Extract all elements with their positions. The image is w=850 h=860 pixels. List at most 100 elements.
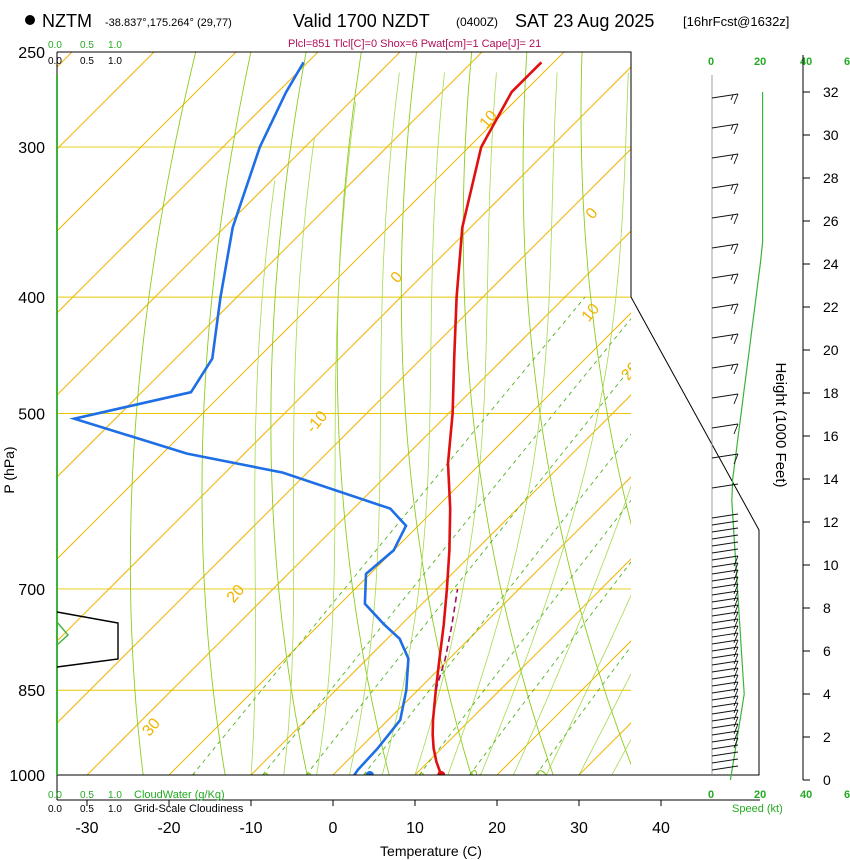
wind-barb-flag	[733, 590, 739, 602]
moist-adiabat-line	[611, 738, 631, 775]
wind-barb-staff	[711, 709, 739, 715]
speed-ticks-top: 0 20 40 60	[708, 56, 850, 68]
height-tick-label: 6	[823, 643, 831, 659]
wind-barb-staff	[711, 702, 739, 708]
mixing-ratio-label: 8	[415, 770, 431, 785]
wind-barb-flag	[733, 730, 739, 742]
height-tick-label: 22	[823, 299, 839, 315]
wind-barb-staff	[711, 562, 739, 568]
wind-barb-staff	[711, 243, 739, 249]
height-tick-label: 26	[823, 213, 839, 229]
wind-barb-flag	[733, 716, 739, 728]
height-tick-label: 14	[823, 471, 839, 487]
speed-tick-label: 40	[800, 789, 812, 801]
wind-barb-staff	[711, 765, 739, 771]
isotherm-label: 20	[618, 359, 643, 384]
wind-barb-flag	[733, 243, 739, 255]
moist-adiabat-line	[480, 72, 629, 775]
wind-barb-staff	[711, 611, 739, 617]
wind-barb-staff	[711, 723, 739, 729]
cloud-scale-bottom-green-1: 0.5	[80, 790, 94, 801]
speed-tick-label: 0	[708, 56, 714, 68]
height-tick-label: 28	[823, 170, 839, 186]
cloud-panel: 0.0 0.5 1.0 0.0 0.5 1.0 0.0 0.5 1.0 Clou…	[48, 40, 244, 815]
wind-barb-staff	[711, 597, 739, 603]
wind-barb-flag	[733, 611, 739, 623]
isotherm-label: 10	[579, 301, 604, 326]
chart-header: NZTM -38.837°,175.264° (29,77) Valid 170…	[25, 11, 789, 50]
wind-barb-flag	[730, 304, 734, 311]
wind-barb-flag	[733, 93, 739, 105]
pressure-tick-label: 1000	[9, 768, 45, 785]
wind-barb-flag	[733, 303, 739, 315]
isotherms	[57, 52, 631, 775]
wind-barb-flag	[733, 681, 739, 693]
wind-barb-staff	[711, 639, 739, 645]
valid-label: Valid 1700 NZDT	[293, 11, 430, 31]
wind-barb-staff	[711, 273, 739, 279]
wind-barb-staff	[711, 583, 739, 589]
wind-barb-flag	[733, 153, 739, 165]
wind-barb-flag	[733, 625, 739, 637]
cloud-scale-top-2: 1.0	[108, 56, 122, 67]
wind-barb-flag	[733, 737, 739, 749]
temperature-tick-label: -30	[75, 820, 98, 837]
isotherm-line	[57, 148, 631, 724]
site-marker-icon	[25, 15, 35, 25]
wind-barb-staff	[711, 483, 739, 489]
wind-barb-flag	[733, 688, 739, 700]
height-tick-label: 32	[823, 84, 839, 100]
pressure-tick-label: 300	[18, 140, 45, 157]
wind-barb-flag	[730, 94, 734, 101]
mixing-ratio-line	[469, 561, 631, 775]
wind-barb-staff	[711, 730, 739, 736]
cloud-scale-bottom-0: 0.0	[48, 804, 62, 815]
cloud-scale-bottom-green-2: 1.0	[108, 790, 122, 801]
wind-speed-profile	[729, 92, 764, 781]
wind-barb-staff	[711, 534, 739, 540]
height-tick-label: 18	[823, 385, 839, 401]
sounding-params: Plcl=851 Tlcl[C]=0 Shox=6 Pwat[cm]=1 Cap…	[288, 38, 541, 50]
wind-barb-flag	[733, 597, 739, 609]
dry-adiabat-line	[580, 52, 631, 526]
isotherm-line	[168, 312, 631, 775]
pressure-tick-label: 850	[18, 683, 45, 700]
speed-ticks-bottom: 0 20 40 60	[708, 789, 850, 801]
wind-barb-flag	[733, 555, 739, 567]
mixing-ratio-line	[192, 296, 586, 775]
wind-barb-flag	[733, 183, 739, 195]
speed-label: Speed (kt)	[732, 803, 783, 815]
wind-barb-flag	[733, 123, 739, 135]
wind-barb-staff	[711, 688, 739, 694]
temperature-tick-label: -20	[157, 820, 180, 837]
mixing-ratio-lines: 1 2 3 5 8 12 20	[189, 296, 631, 785]
wind-barb-flag	[733, 702, 739, 714]
temperature-ticks: -30 -20 -10 0 10 20 30 40	[75, 800, 670, 837]
wind-barb-flag	[733, 569, 739, 581]
height-tick-label: 30	[823, 127, 839, 143]
moist-adiabat-line	[316, 101, 357, 775]
wind-barb-flag	[733, 695, 739, 707]
dry-adiabat-line	[522, 52, 631, 766]
moist-adiabats	[250, 72, 631, 775]
wind-barb-flag	[730, 214, 734, 221]
wind-barb-flag	[733, 273, 739, 285]
moist-adiabat-line	[578, 673, 631, 775]
wind-barb-flag	[733, 576, 739, 588]
speed-tick-label: 20	[754, 56, 766, 68]
isotherm-line	[57, 52, 565, 560]
wind-barb-staff	[711, 618, 739, 624]
isotherm-line	[57, 52, 237, 232]
cloudwater-label: CloudWater (g/Kg)	[134, 789, 225, 801]
isotherm-line	[496, 640, 631, 775]
wind-barb-flag	[733, 604, 739, 616]
wind-barb-staff	[711, 625, 739, 631]
wind-barb-staff	[711, 123, 739, 129]
y-axis-label: P (hPa)	[1, 446, 17, 493]
dry-adiabats	[129, 52, 631, 775]
wind-barb-flag	[733, 333, 739, 345]
wind-barb-flag	[733, 363, 739, 375]
wind-barb-staff	[711, 660, 739, 666]
